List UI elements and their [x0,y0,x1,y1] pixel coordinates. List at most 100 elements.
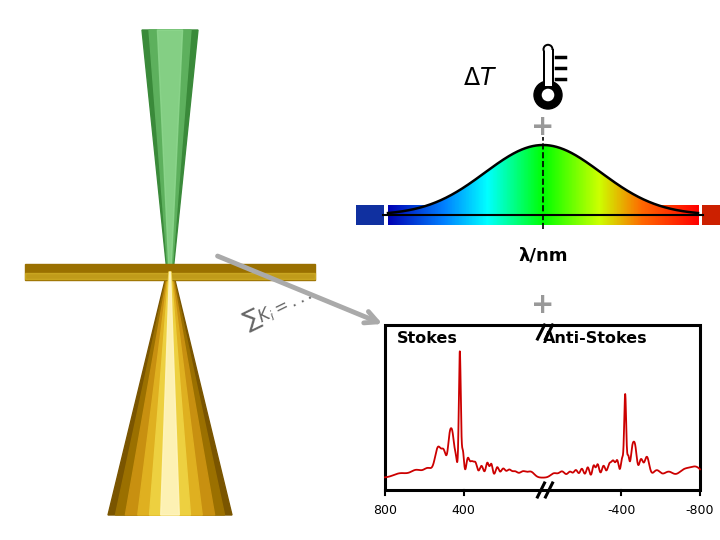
Bar [636,196,637,215]
Bar [594,205,595,225]
Bar [433,203,435,215]
Bar [594,168,595,215]
Bar [470,205,472,225]
Polygon shape [142,30,198,272]
Bar [524,205,526,225]
Bar [500,205,502,225]
Polygon shape [138,272,202,515]
Bar [619,186,620,215]
Bar [672,205,674,225]
Bar [560,205,562,225]
Bar [561,148,562,215]
Bar [680,211,681,215]
Bar [419,205,420,225]
Bar [405,205,406,225]
Bar [566,205,567,225]
Bar [520,150,521,215]
Bar [602,173,603,215]
Bar [657,205,658,215]
Bar [606,205,607,225]
Bar [427,206,428,215]
Bar [693,213,695,215]
Bar [616,184,618,215]
Bar [546,205,547,225]
Bar [405,211,406,215]
Bar [390,213,391,215]
Bar [593,205,594,225]
Bar [661,205,662,225]
Bar [636,205,638,225]
Bar [409,210,410,215]
Bar [571,153,572,215]
Bar [487,205,488,225]
Bar [478,205,480,225]
Bar [622,187,624,215]
Bar [683,205,685,225]
Bar [681,211,683,215]
Bar [659,205,660,225]
Bar [413,210,414,215]
Text: 800: 800 [373,504,397,517]
Bar [492,167,493,215]
Bar [634,205,635,225]
Bar [25,273,315,279]
Bar [560,148,562,215]
Bar [483,205,485,225]
Bar [480,177,481,215]
Bar [388,213,390,215]
Bar [572,205,574,225]
Bar [454,193,456,215]
Bar [485,172,486,215]
Bar [620,186,621,215]
Bar [507,205,508,225]
Bar [670,209,671,215]
Bar [650,202,651,215]
Bar [558,205,559,225]
Bar [589,164,590,215]
Bar [639,205,640,225]
Bar [566,151,567,215]
Bar [428,205,429,215]
Bar [649,202,650,215]
Bar [561,205,562,225]
Bar [401,212,402,215]
Bar [439,201,441,215]
Bar [393,212,395,215]
Bar [400,205,402,225]
Bar [611,205,613,225]
Bar [598,205,599,225]
Bar [669,205,670,225]
Bar [589,205,590,225]
Bar [532,205,534,225]
Bar [501,161,503,215]
Bar [685,212,686,215]
Bar [451,195,452,215]
Bar [632,205,634,225]
Bar [578,205,579,225]
Bar [686,212,688,215]
Bar [665,207,667,215]
Bar [688,205,689,225]
Bar [678,205,679,225]
Bar [399,212,400,215]
Bar [544,145,545,215]
Bar [683,205,684,225]
Bar [596,170,598,215]
Bar [522,205,523,225]
Bar [446,198,447,215]
Bar [474,180,475,215]
Bar [490,205,492,225]
Bar [572,205,573,225]
Bar [460,205,462,225]
Bar [396,205,397,225]
Bar [595,205,596,225]
Bar [664,205,665,225]
Bar [626,205,628,225]
Bar [621,205,622,225]
Bar [603,205,605,225]
Bar [392,205,394,225]
Bar [408,205,410,225]
Bar [581,205,582,225]
Bar [510,205,512,225]
Bar [421,207,423,215]
